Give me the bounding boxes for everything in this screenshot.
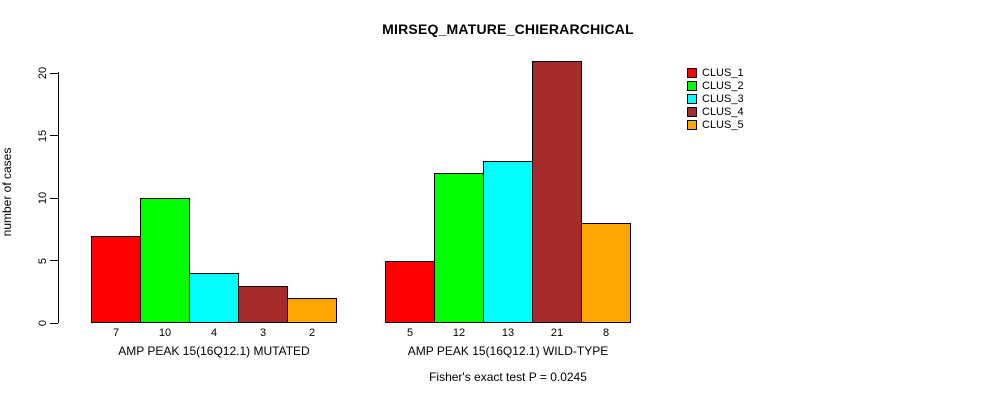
legend-swatch-icon [687, 67, 697, 78]
bar-value-label: 13 [501, 327, 515, 339]
bar-clus_1-group2 [385, 260, 435, 323]
bar-value-label: 10 [158, 327, 172, 339]
y-tick-label: 15 [37, 129, 49, 142]
bar-value-label: 3 [259, 327, 267, 339]
y-axis-label: number of cases [0, 147, 14, 237]
legend-swatch-icon [687, 80, 697, 91]
bar-value-label: 4 [210, 327, 218, 339]
bar-value-label: 21 [550, 327, 564, 339]
y-tick-label: 5 [37, 257, 49, 264]
bar-clus_2-group1 [140, 198, 190, 323]
legend-row-clus_5: CLUS_5 [687, 118, 744, 131]
bar-clus_3-group2 [483, 160, 533, 323]
legend-label: CLUS_4 [702, 105, 744, 118]
bar-value-label: 7 [112, 327, 120, 339]
bar-clus_4-group2 [532, 60, 582, 323]
legend-swatch-icon [687, 119, 697, 130]
group-label-2: AMP PEAK 15(16Q12.1) WILD-TYPE [407, 344, 609, 358]
y-axis-line [58, 72, 59, 323]
bar-value-label: 5 [406, 327, 414, 339]
bar-clus_4-group1 [238, 285, 288, 323]
footnote-text: Fisher's exact test P = 0.0245 [429, 370, 587, 384]
bar-clus_5-group1 [287, 298, 337, 323]
bar-clus_1-group1 [91, 235, 141, 323]
bar-value-label: 8 [602, 327, 610, 339]
y-tick [50, 197, 58, 199]
legend-label: CLUS_5 [702, 118, 744, 131]
chart-title: MIRSEQ_MATURE_CHIERARCHICAL [382, 21, 634, 37]
bar-clus_3-group1 [189, 273, 239, 323]
bar-clus_2-group2 [434, 173, 484, 323]
legend-row-clus_1: CLUS_1 [687, 66, 744, 79]
y-tick-label: 10 [37, 191, 49, 205]
y-tick [50, 322, 58, 324]
bar-clus_5-group2 [581, 223, 631, 323]
legend-label: CLUS_3 [702, 92, 744, 105]
legend-row-clus_2: CLUS_2 [687, 79, 744, 92]
bar-value-label: 2 [308, 327, 316, 339]
y-tick [50, 260, 58, 261]
bar-value-label: 12 [452, 327, 466, 339]
legend-label: CLUS_2 [702, 79, 744, 92]
y-tick [50, 72, 58, 74]
legend-label: CLUS_1 [702, 66, 744, 79]
legend: CLUS_1 CLUS_2 CLUS_3 CLUS_4 CLUS_5 [687, 66, 744, 131]
y-tick-label: 20 [37, 66, 49, 80]
legend-swatch-icon [687, 93, 697, 104]
legend-row-clus_4: CLUS_4 [687, 105, 744, 118]
y-tick-label: 0 [37, 319, 49, 327]
legend-row-clus_3: CLUS_3 [687, 92, 744, 105]
y-tick [50, 135, 58, 136]
group-label-1: AMP PEAK 15(16Q12.1) MUTATED [118, 344, 310, 358]
legend-swatch-icon [687, 106, 697, 117]
